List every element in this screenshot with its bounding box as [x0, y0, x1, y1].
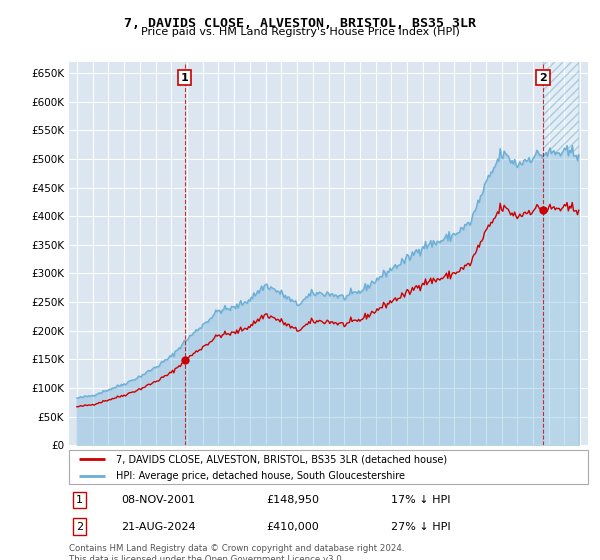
Text: 1: 1 [76, 495, 83, 505]
Text: 21-AUG-2024: 21-AUG-2024 [121, 521, 196, 531]
Text: 27% ↓ HPI: 27% ↓ HPI [391, 521, 451, 531]
Text: 2: 2 [76, 521, 83, 531]
Text: 17% ↓ HPI: 17% ↓ HPI [391, 495, 450, 505]
Text: Contains HM Land Registry data © Crown copyright and database right 2024.
This d: Contains HM Land Registry data © Crown c… [69, 544, 404, 560]
Text: £410,000: £410,000 [266, 521, 319, 531]
Text: 7, DAVIDS CLOSE, ALVESTON, BRISTOL, BS35 3LR (detached house): 7, DAVIDS CLOSE, ALVESTON, BRISTOL, BS35… [116, 454, 447, 464]
Text: 08-NOV-2001: 08-NOV-2001 [121, 495, 195, 505]
Text: HPI: Average price, detached house, South Gloucestershire: HPI: Average price, detached house, Sout… [116, 471, 405, 481]
Text: 7, DAVIDS CLOSE, ALVESTON, BRISTOL, BS35 3LR: 7, DAVIDS CLOSE, ALVESTON, BRISTOL, BS35… [124, 17, 476, 30]
Text: 2: 2 [539, 73, 547, 83]
Text: Price paid vs. HM Land Registry's House Price Index (HPI): Price paid vs. HM Land Registry's House … [140, 27, 460, 37]
Text: 1: 1 [181, 73, 188, 83]
FancyBboxPatch shape [69, 450, 588, 484]
Text: £148,950: £148,950 [266, 495, 319, 505]
